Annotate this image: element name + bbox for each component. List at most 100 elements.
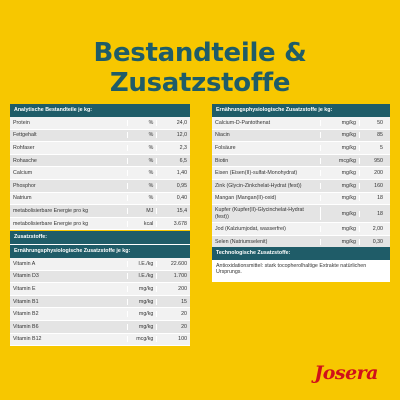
row-value: 12,0	[176, 132, 188, 139]
row-unit: mg/kg	[321, 119, 360, 126]
row-unit: mg/kg	[128, 298, 158, 305]
row-value: 100	[178, 336, 188, 343]
table-row: Fettgehalt % 12,0	[10, 129, 190, 143]
table-row: Calcium % 1,40	[10, 167, 190, 180]
row-name: Selen (Natriumselenit)	[212, 238, 321, 245]
table-row: Zink (Glycin-Zinkchelat-Hydrat (fest)) m…	[212, 179, 390, 193]
row-unit: mg/kg	[128, 311, 158, 318]
row-unit: mg/kg	[321, 210, 360, 217]
row-value: 15	[181, 298, 188, 305]
row-name: metabolisierbare Energie pro kg	[10, 220, 128, 227]
row-unit: %	[128, 157, 158, 164]
row-name: Natrium	[10, 195, 128, 202]
row-name: metabolisierbare Energie pro kg	[10, 207, 128, 214]
table-row: Rohfaser % 2,3	[10, 142, 190, 155]
row-name: Rohasche	[10, 157, 128, 164]
row-unit: mg/kg	[321, 195, 360, 202]
technological-additives-panel: Technologische Zusatzstoffe: Antioxidati…	[212, 247, 390, 282]
table-row: Eisen (Eisen(II)-sulfat-Monohydrat) mg/k…	[212, 167, 390, 180]
row-unit: mcg/kg	[128, 336, 158, 343]
table-row: Folsäure mg/kg 5	[212, 142, 390, 155]
row-name: Vitamin D3	[10, 273, 128, 280]
row-unit: %	[128, 195, 158, 202]
row-name: Vitamin B1	[10, 298, 128, 305]
table-row: Vitamin D3 I.E./kg 1.700	[10, 270, 190, 284]
row-unit: %	[128, 182, 158, 189]
row-name: Jod (Kalziumjodat, wasserfrei)	[212, 225, 321, 232]
table-row: Calcium-D-Pantothenat mg/kg 50	[212, 117, 390, 130]
row-unit: MJ	[128, 207, 158, 214]
row-name: Kupfer (Kupfer(II)-Glycinchelat-Hydrat (…	[212, 207, 321, 221]
row-value: 15,4	[176, 207, 188, 214]
row-name: Mangan (Mangan(II)-oxid)	[212, 195, 321, 202]
table-row: metabolisierbare Energie pro kg MJ 15,4	[10, 205, 190, 218]
additives-subheader: Ernährungsphysiologische Zusatzstoffe je…	[10, 244, 190, 258]
row-name: Fettgehalt	[10, 132, 128, 139]
table-row: Vitamin A I.E./kg 22.600	[10, 258, 190, 271]
table-row: Niacin mg/kg 85	[212, 129, 390, 143]
row-value: 5	[380, 144, 383, 151]
row-unit: mg/kg	[321, 144, 360, 151]
technological-additives-text: Antioxidationsmittel: stark tocopherolha…	[212, 260, 390, 282]
row-value: 200	[178, 285, 188, 292]
row-value: 1.700	[173, 273, 188, 280]
row-name: Rohfaser	[10, 144, 128, 151]
row-value: 18	[377, 210, 383, 217]
row-unit: %	[128, 119, 158, 126]
row-name: Vitamin A	[10, 260, 128, 267]
row-unit: mg/kg	[128, 323, 158, 330]
row-value: 24,0	[176, 119, 188, 126]
row-value: 6,5	[179, 157, 188, 164]
row-value: 0,95	[176, 182, 188, 189]
row-value: 85	[377, 132, 383, 139]
row-name: Vitamin B12	[10, 336, 128, 343]
row-value: 50	[377, 119, 383, 126]
table-row: Mangan (Mangan(II)-oxid) mg/kg 18	[212, 193, 390, 206]
row-name: Eisen (Eisen(II)-sulfat-Monohydrat)	[212, 170, 321, 177]
row-value: 160	[374, 182, 383, 189]
row-name: Phosphor	[10, 182, 128, 189]
technological-additives-header: Technologische Zusatzstoffe:	[212, 247, 390, 260]
row-unit: %	[128, 170, 158, 177]
row-name: Folsäure	[212, 144, 321, 151]
analytic-constituents-table: Protein % 24,0 Fettgehalt % 12,0 Rohfase…	[10, 117, 190, 231]
row-value: 20	[181, 311, 188, 318]
row-name: Niacin	[212, 132, 321, 139]
row-unit: %	[128, 132, 158, 139]
row-value: 18	[377, 195, 383, 202]
row-name: Protein	[10, 119, 128, 126]
row-name: Calcium	[10, 170, 128, 177]
row-unit: mg/kg	[128, 285, 158, 292]
nutritional-additives-table: Calcium-D-Pantothenat mg/kg 50 Niacin mg…	[212, 117, 390, 249]
table-row: Vitamin B1 mg/kg 15	[10, 295, 190, 309]
row-value: 1,40	[176, 170, 188, 177]
row-value: 950	[374, 157, 383, 164]
row-unit: kcal	[128, 220, 158, 227]
table-row: Vitamin E mg/kg 200	[10, 283, 190, 296]
row-value: 0,30	[372, 238, 383, 245]
table-row: metabolisierbare Energie pro kg kcal 3.6…	[10, 218, 190, 231]
row-value: 3.678	[173, 220, 188, 227]
additives-header: Zusatzstoffe:	[10, 231, 190, 244]
table-row: Jod (Kalziumjodat, wasserfrei) mg/kg 2,0…	[212, 223, 390, 236]
row-name: Calcium-D-Pantothenat	[212, 119, 321, 126]
table-row: Rohasche % 6,5	[10, 154, 190, 168]
row-name: Zink (Glycin-Zinkchelat-Hydrat (fest))	[212, 182, 321, 189]
row-unit: I.E./kg	[128, 260, 158, 267]
row-unit: mcg/kg	[321, 157, 360, 164]
row-unit: mg/kg	[321, 182, 360, 189]
page-title: Bestandteile & Zusatzstoffe	[93, 38, 307, 98]
row-value: 22.600	[170, 260, 188, 267]
row-unit: I.E./kg	[128, 273, 158, 280]
row-name: Vitamin B6	[10, 323, 128, 330]
row-name: Vitamin B2	[10, 311, 128, 318]
table-row: Vitamin B6 mg/kg 20	[10, 320, 190, 334]
additives-panel: Zusatzstoffe: Ernährungsphysiologische Z…	[10, 231, 190, 347]
nutritional-additives-header: Ernährungsphysiologische Zusatzstoffe je…	[212, 104, 390, 117]
analytic-constituents-header: Analytische Bestandteile je kg:	[10, 104, 190, 117]
row-name: Vitamin E	[10, 285, 128, 292]
row-value: 2,3	[179, 144, 188, 151]
table-row: Phosphor % 0,95	[10, 179, 190, 193]
row-unit: mg/kg	[321, 238, 360, 245]
table-row: Natrium % 0,40	[10, 193, 190, 206]
